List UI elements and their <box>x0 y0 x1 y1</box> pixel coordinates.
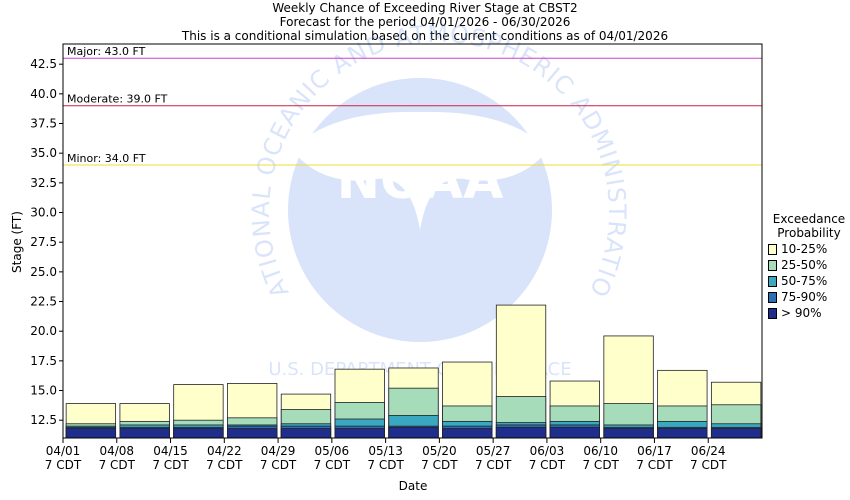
bar-05-27--90- <box>495 426 547 439</box>
bar-05-20--90- <box>442 428 493 439</box>
x-tick-label-12: 06/24 <box>691 444 726 458</box>
x-tick-sublabel-0: 7 CDT <box>45 458 82 472</box>
x-axis-label: Date <box>398 479 428 493</box>
y-tick-label-7: 30.0 <box>30 206 57 220</box>
bar-04-22--90- <box>227 428 278 439</box>
x-tick-label-5: 05/06 <box>315 444 350 458</box>
plot-frame <box>62 43 763 439</box>
bar-06-24--90- <box>710 428 762 439</box>
x-tick-sublabel-9: 7 CDT <box>529 458 566 472</box>
x-tick-sublabel-6: 7 CDT <box>367 458 404 472</box>
noaa-logo-text: NOAA <box>337 151 504 211</box>
legend: Exceedance Probability 10-25% 25-50% 50-75… <box>768 212 850 320</box>
x-tick-sublabel-1: 7 CDT <box>99 458 136 472</box>
bar-05-13--90- <box>388 426 439 439</box>
flood-levels: Major: 43.0 FT Moderate: 39.0 FT Minor: 34… <box>63 45 762 166</box>
legend-title-line-2: Probability <box>777 226 841 240</box>
legend-label-1: 25-50% <box>781 258 828 272</box>
axes-group: 12.5 15.0 17.5 20.0 22.5 25.0 27.5 30.0 32.5 35.0… <box>30 43 763 472</box>
flood-label-0: Major: 43.0 FT <box>67 45 146 58</box>
x-tick-sublabel-8: 7 CDT <box>475 458 512 472</box>
flood-label-2: Minor: 34.0 FT <box>67 152 146 165</box>
flood-label-1: Moderate: 39.0 FT <box>67 93 168 106</box>
legend-item-1: 25-50% <box>768 258 850 272</box>
chart-title-block: Weekly Chance of Exceeding River Stage a… <box>0 1 850 43</box>
legend-swatch-2 <box>768 275 777 287</box>
x-tick-label-2: 04/15 <box>153 444 188 458</box>
bar-04-08--90- <box>119 428 170 439</box>
x-tick-sublabel-3: 7 CDT <box>206 458 243 472</box>
y-tick-label-9: 35.0 <box>30 146 57 160</box>
y-tick-label-3: 20.0 <box>30 324 57 338</box>
y-tick-label-1: 15.0 <box>30 384 57 398</box>
legend-title-line-1: Exceedance <box>772 212 846 226</box>
legend-swatch-3 <box>768 291 777 303</box>
legend-swatch-0 <box>768 243 777 255</box>
noaa-logo-disc <box>288 78 552 342</box>
bar-04-29--90- <box>280 428 332 439</box>
bar-04-15--90- <box>173 428 224 439</box>
legend-label-3: 75-90% <box>781 290 828 304</box>
legend-items: 10-25% 25-50% 50-75% 75-90% > 90% <box>768 242 850 320</box>
y-axis-label: Stage (FT) <box>10 211 24 273</box>
x-tick-label-3: 04/22 <box>207 444 242 458</box>
x-tick-label-7: 05/20 <box>422 444 457 458</box>
y-tick-label-0: 12.5 <box>30 413 57 427</box>
y-tick-label-12: 42.5 <box>30 57 57 71</box>
x-tick-sublabel-12: 7 CDT <box>690 458 727 472</box>
noaa-logo-bird <box>292 111 548 230</box>
x-tick-label-6: 05/13 <box>368 444 403 458</box>
y-tick-label-4: 22.5 <box>30 295 57 309</box>
bar-06-10--90- <box>603 428 654 439</box>
x-tick-label-4: 04/29 <box>261 444 296 458</box>
bar-06-03--90- <box>549 426 600 439</box>
legend-item-0: 10-25% <box>768 242 850 256</box>
x-tick-sublabel-4: 7 CDT <box>260 458 297 472</box>
y-tick-label-5: 25.0 <box>30 265 57 279</box>
bar-05-06--90- <box>334 428 385 439</box>
x-tick-label-1: 04/08 <box>99 444 134 458</box>
chart-title-line-3: This is a conditional simulation based o… <box>181 29 669 43</box>
y-tick-label-6: 27.5 <box>30 235 57 249</box>
legend-item-3: 75-90% <box>768 290 850 304</box>
chart-title-line-2: Forecast for the period 04/01/2026 - 06/… <box>279 15 571 29</box>
x-tick-label-0: 04/01 <box>46 444 81 458</box>
bar-04-01--90- <box>65 428 117 439</box>
x-tick-label-8: 05/27 <box>476 444 511 458</box>
y-tick-label-11: 40.0 <box>30 87 57 101</box>
x-tick-sublabel-11: 7 CDT <box>636 458 673 472</box>
chart-title-line-1: Weekly Chance of Exceeding River Stage a… <box>272 1 578 15</box>
legend-swatch-4 <box>768 307 777 319</box>
legend-item-4: > 90% <box>768 306 850 320</box>
x-tick-label-9: 06/03 <box>530 444 565 458</box>
legend-label-4: > 90% <box>781 306 822 320</box>
y-tick-label-8: 32.5 <box>30 176 57 190</box>
x-tick-sublabel-7: 7 CDT <box>421 458 458 472</box>
x-tick-sublabel-10: 7 CDT <box>582 458 619 472</box>
bar-06-17--90- <box>657 428 708 439</box>
y-tick-label-2: 17.5 <box>30 354 57 368</box>
x-tick-label-10: 06/10 <box>583 444 618 458</box>
legend-swatch-1 <box>768 259 777 271</box>
y-tick-label-10: 37.5 <box>30 117 57 131</box>
x-tick-sublabel-5: 7 CDT <box>314 458 351 472</box>
legend-label-2: 50-75% <box>781 274 828 288</box>
x-tick-sublabel-2: 7 CDT <box>152 458 189 472</box>
x-tick-label-11: 06/17 <box>637 444 672 458</box>
legend-item-2: 50-75% <box>768 274 850 288</box>
legend-label-0: 10-25% <box>781 242 828 256</box>
